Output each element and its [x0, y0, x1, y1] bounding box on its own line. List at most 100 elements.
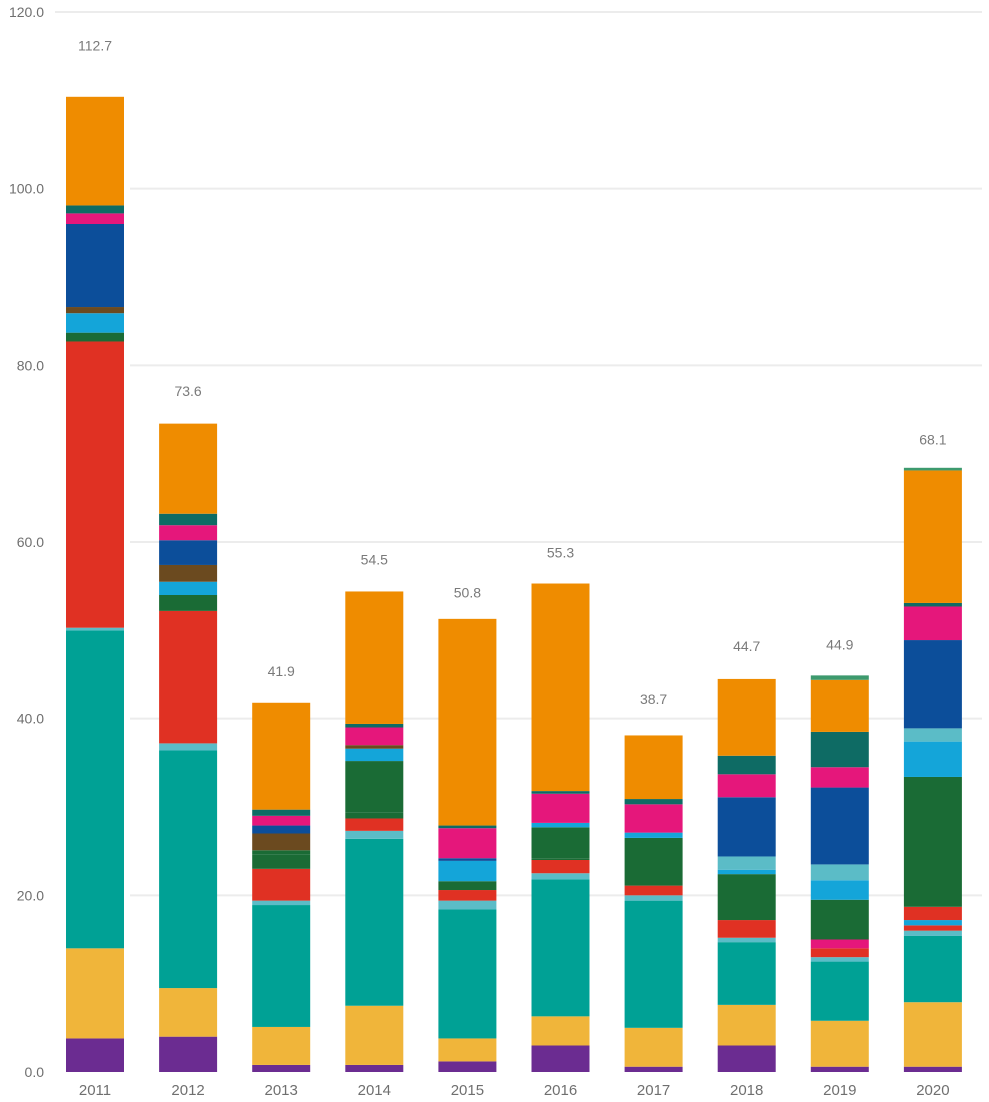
bar-segment [159, 595, 218, 611]
bar-segment [345, 727, 404, 746]
bar-segment [717, 797, 776, 857]
bar-segment [345, 748, 404, 762]
bar-segment [438, 860, 497, 882]
bar-segment [531, 860, 590, 874]
bar-segment [66, 332, 124, 342]
bar-segment [624, 895, 683, 901]
y-tick-label: 0.0 [25, 1064, 45, 1080]
bar-segment [717, 869, 776, 875]
y-tick-label: 100.0 [9, 181, 44, 197]
bar-segment [624, 1066, 683, 1072]
x-tick-label: 2019 [823, 1082, 856, 1099]
bar-segment [810, 961, 869, 1021]
bar-segment [903, 1066, 962, 1072]
bar-segment [624, 1027, 683, 1067]
bar-segment [624, 832, 683, 838]
bar-2019 [810, 675, 869, 1072]
bar-segment [717, 942, 776, 1005]
bar-segment [624, 799, 683, 805]
bar-2012 [159, 423, 218, 1072]
x-tick-label: 2017 [637, 1082, 670, 1099]
bar-segment [717, 856, 776, 870]
bar-segment [903, 741, 962, 777]
bar-segment [903, 920, 962, 926]
bar-segment [159, 525, 218, 541]
bar-segment [903, 1002, 962, 1067]
bar-segment [531, 827, 590, 859]
bar-segment [717, 755, 776, 775]
bar-segment [66, 627, 124, 631]
bar-segment [438, 881, 497, 891]
bar-segment [438, 1061, 497, 1072]
bar-segment [531, 1016, 590, 1046]
bar-segment [810, 880, 869, 900]
bar-segment [810, 948, 869, 958]
bar-2014 [345, 591, 404, 1072]
bar-segment [810, 675, 869, 680]
x-tick-label: 2018 [730, 1082, 763, 1099]
total-label: 68.1 [919, 431, 946, 447]
y-tick-label: 20.0 [17, 887, 44, 903]
bar-segment [903, 925, 962, 931]
bar-segment [345, 745, 404, 749]
x-tick-label: 2011 [79, 1082, 111, 1099]
bar-segment [810, 1020, 869, 1067]
total-label: 38.7 [640, 691, 667, 707]
bar-segment [252, 1026, 311, 1065]
bar-segment [810, 731, 869, 768]
bar-segment [252, 702, 311, 810]
bar-segment [717, 874, 776, 921]
bar-segment [345, 723, 404, 728]
bar-2020 [903, 467, 962, 1072]
bar-segment [624, 900, 683, 1028]
total-label: 54.5 [361, 552, 388, 568]
y-axis-ticks: 0.0 20.0 40.0 60.0 80.0 100.0 120.0 [9, 4, 44, 1080]
bar-segment [531, 858, 590, 860]
x-tick-label: 2012 [171, 1082, 204, 1099]
bar-segment [345, 761, 404, 813]
bar-segment [345, 1005, 404, 1065]
bar-segment [66, 307, 124, 314]
bar-segment [438, 618, 497, 826]
bar-segment [531, 879, 590, 1017]
bar-segment [159, 743, 218, 751]
bar-segment [531, 822, 590, 828]
bar-segment [252, 850, 311, 855]
bars [66, 96, 962, 1072]
bar-segment [159, 988, 218, 1037]
bar-segment [345, 818, 404, 831]
x-tick-label: 2015 [451, 1082, 484, 1099]
bar-segment [810, 957, 869, 962]
bar-segment [252, 1064, 311, 1072]
bar-segment [66, 630, 124, 949]
bar-segment [66, 341, 124, 628]
bar-segment [903, 935, 962, 1003]
bar-segment [624, 735, 683, 800]
total-label: 41.9 [268, 663, 295, 679]
total-label: 50.8 [454, 584, 481, 600]
bar-segment [159, 540, 218, 565]
bar-segment [810, 767, 869, 788]
total-label: 112.7 [78, 37, 112, 53]
total-label: 44.9 [826, 636, 853, 652]
bar-segment [903, 467, 962, 471]
x-axis-ticks: 2011 2012 2013 2014 2015 2016 2017 2018 2019 2020 [79, 1082, 950, 1099]
y-tick-label: 120.0 [9, 4, 44, 20]
total-label: 55.3 [547, 545, 574, 561]
bar-segment [345, 591, 404, 724]
bar-segment [159, 610, 218, 744]
bar-segment [717, 1045, 776, 1072]
bar-segment [717, 937, 776, 943]
bar-segment [810, 899, 869, 940]
bar-segment [531, 793, 590, 823]
total-label: 73.6 [174, 383, 201, 399]
bar-segment [345, 838, 404, 1006]
bar-segment [159, 581, 218, 595]
bar-segment [438, 828, 497, 859]
bar-segment [903, 906, 962, 921]
bar-segment [438, 900, 497, 910]
bar-segment [531, 791, 590, 794]
y-tick-label: 80.0 [17, 357, 44, 373]
